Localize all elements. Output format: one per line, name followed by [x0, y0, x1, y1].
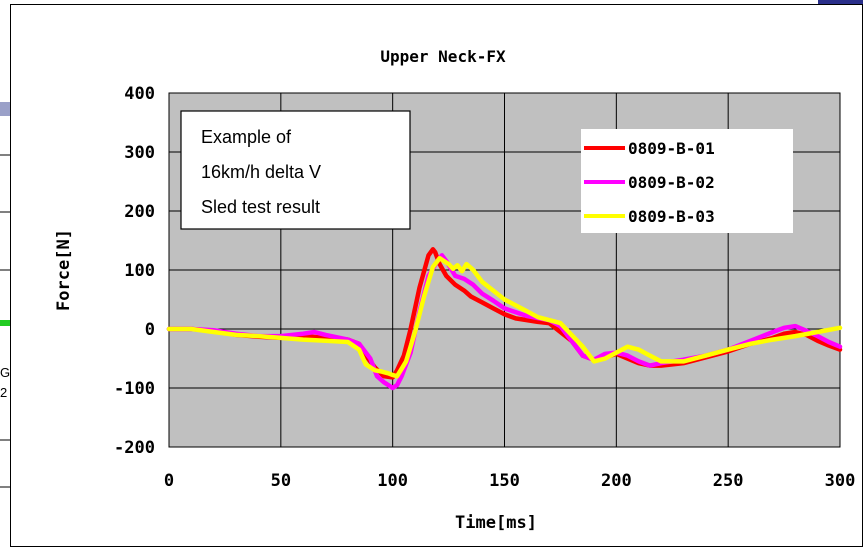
- annotation-box: Example of 16km/h delta V Sled test resu…: [180, 110, 411, 230]
- y-tick-label: 300: [124, 143, 155, 163]
- tick-labels: 400 300 200 100 0 -100 -200 0 50 100 150 200 250 300: [114, 84, 855, 491]
- chart: Upper Neck-FX 400 300 200 100 0 -100 -200 0 50 10…: [54, 47, 855, 533]
- x-tick-label: 300: [825, 471, 856, 491]
- legend: 0809-B-01 0809-B-02 0809-B-03: [581, 129, 793, 233]
- y-tick-label: 200: [124, 202, 155, 222]
- y-tick-label: -200: [114, 438, 155, 458]
- y-tick-label: 0: [145, 320, 155, 340]
- legend-label-0809-b-03: 0809-B-03: [628, 207, 715, 226]
- chart-title: Upper Neck-FX: [380, 47, 506, 66]
- x-tick-label: 250: [713, 471, 744, 491]
- y-tick-label: -100: [114, 379, 155, 399]
- x-tick-label: 150: [489, 471, 520, 491]
- edge-text-bottom: 2: [0, 385, 7, 400]
- chart-frame: Upper Neck-FX 400 300 200 100 0 -100 -200 0 50 10…: [10, 4, 863, 547]
- x-tick-label: 100: [377, 471, 408, 491]
- series-line-0809-b-03: [166, 255, 843, 379]
- x-tick-label: 200: [601, 471, 632, 491]
- y-tick-label: 100: [124, 261, 155, 281]
- edge-text-top: G: [0, 365, 10, 380]
- annotation-line-2: 16km/h delta V: [201, 162, 321, 182]
- y-tick-label: 400: [124, 84, 155, 104]
- x-tick-label: 0: [164, 471, 174, 491]
- slide-green-mark: [0, 320, 10, 326]
- annotation-frame: [180, 110, 411, 230]
- legend-label-0809-b-02: 0809-B-02: [628, 173, 715, 192]
- series: [166, 247, 843, 391]
- annotation-line-3: Sled test result: [201, 197, 320, 217]
- legend-label-0809-b-01: 0809-B-01: [628, 139, 715, 158]
- x-axis-label: Time[ms]: [455, 513, 537, 533]
- slide-band: [0, 102, 12, 116]
- x-tick-label: 50: [271, 471, 291, 491]
- annotation-line-1: Example of: [201, 127, 292, 147]
- y-axis-label: Force[N]: [54, 229, 74, 311]
